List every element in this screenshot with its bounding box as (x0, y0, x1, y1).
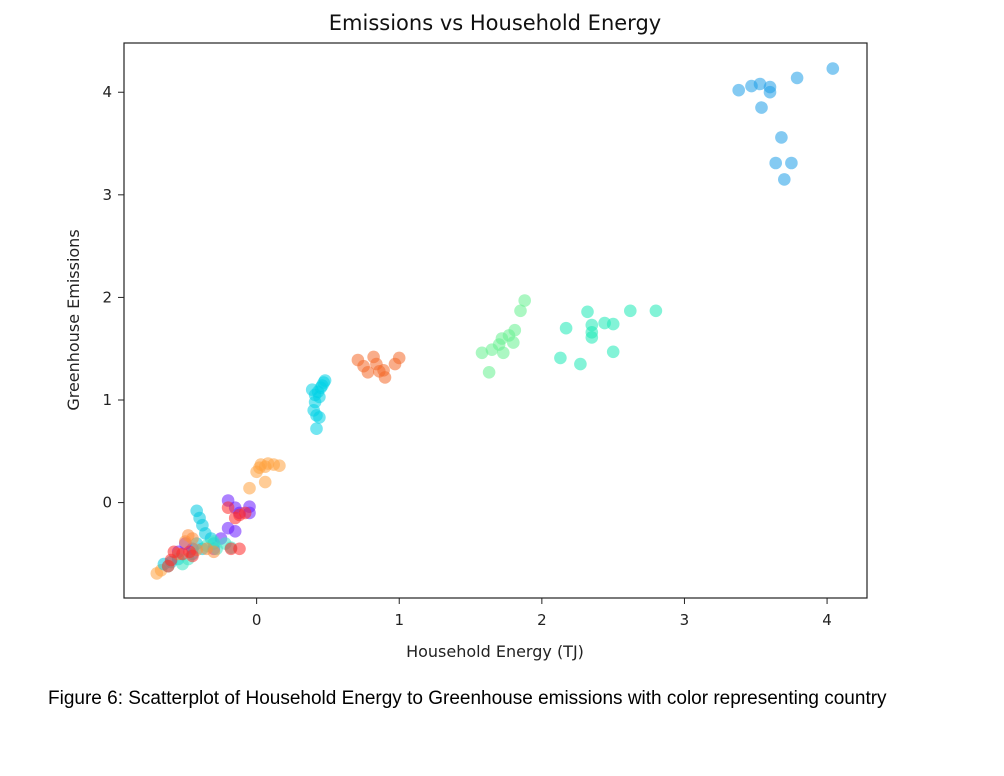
data-point (258, 475, 272, 489)
x-axis-label: Household Energy (TJ) (406, 642, 584, 661)
data-point (221, 501, 235, 514)
data-point (221, 521, 235, 535)
data-point (649, 304, 663, 318)
data-point (508, 323, 522, 337)
x-tick-label: 4 (822, 611, 832, 629)
data-point (497, 346, 510, 360)
data-point (176, 557, 189, 571)
plot-area (123, 42, 868, 599)
data-point (233, 542, 246, 556)
data-point (574, 357, 587, 371)
data-point (273, 459, 286, 473)
scatter-points (150, 62, 840, 580)
data-point (775, 131, 788, 144)
y-tick-label: 1 (102, 391, 112, 409)
data-point (186, 549, 199, 563)
data-point (179, 535, 192, 548)
data-point (753, 77, 767, 91)
data-point (554, 351, 567, 365)
data-point (482, 366, 496, 379)
y-axis-label: Greenhouse Emissions (64, 229, 83, 410)
data-point (361, 366, 375, 379)
data-point (243, 481, 256, 495)
data-point (238, 506, 252, 520)
chart-title: Emissions vs Household Energy (329, 11, 661, 35)
data-point (732, 83, 745, 97)
data-point (310, 422, 323, 436)
data-point (378, 371, 392, 384)
data-point (606, 345, 620, 359)
data-point (769, 156, 782, 170)
data-point (392, 351, 406, 365)
data-point (778, 173, 791, 186)
data-point (164, 553, 178, 567)
x-tick-label: 2 (537, 611, 547, 629)
data-point (475, 346, 489, 360)
scatter-chart: Emissions vs Household Energy 0 1 2 3 4 0 1 2 3… (64, 11, 868, 661)
data-point (585, 331, 599, 344)
y-axis-ticks: 0 1 2 3 4 (102, 83, 124, 512)
y-tick-label: 2 (102, 288, 112, 306)
x-tick-label: 0 (252, 611, 262, 629)
data-point (785, 156, 798, 170)
figure-caption: Figure 6: Scatterplot of Household Energ… (48, 688, 887, 709)
data-point (207, 545, 221, 559)
data-point (318, 374, 332, 387)
data-point (228, 511, 242, 525)
data-point (624, 304, 637, 318)
data-point (559, 321, 573, 335)
data-point (518, 294, 531, 307)
data-point (313, 411, 326, 424)
data-point (826, 62, 840, 75)
y-tick-label: 3 (102, 186, 112, 204)
data-point (514, 304, 527, 318)
data-point (581, 305, 594, 319)
x-tick-label: 1 (394, 611, 404, 629)
x-tick-label: 3 (680, 611, 690, 629)
data-point (507, 336, 520, 349)
data-point (606, 317, 620, 331)
data-point (790, 71, 804, 85)
data-point (755, 101, 768, 114)
y-tick-label: 0 (102, 494, 112, 512)
y-tick-label: 4 (102, 83, 112, 101)
x-axis-ticks: 0 1 2 3 4 (252, 598, 832, 629)
data-point (763, 85, 777, 99)
